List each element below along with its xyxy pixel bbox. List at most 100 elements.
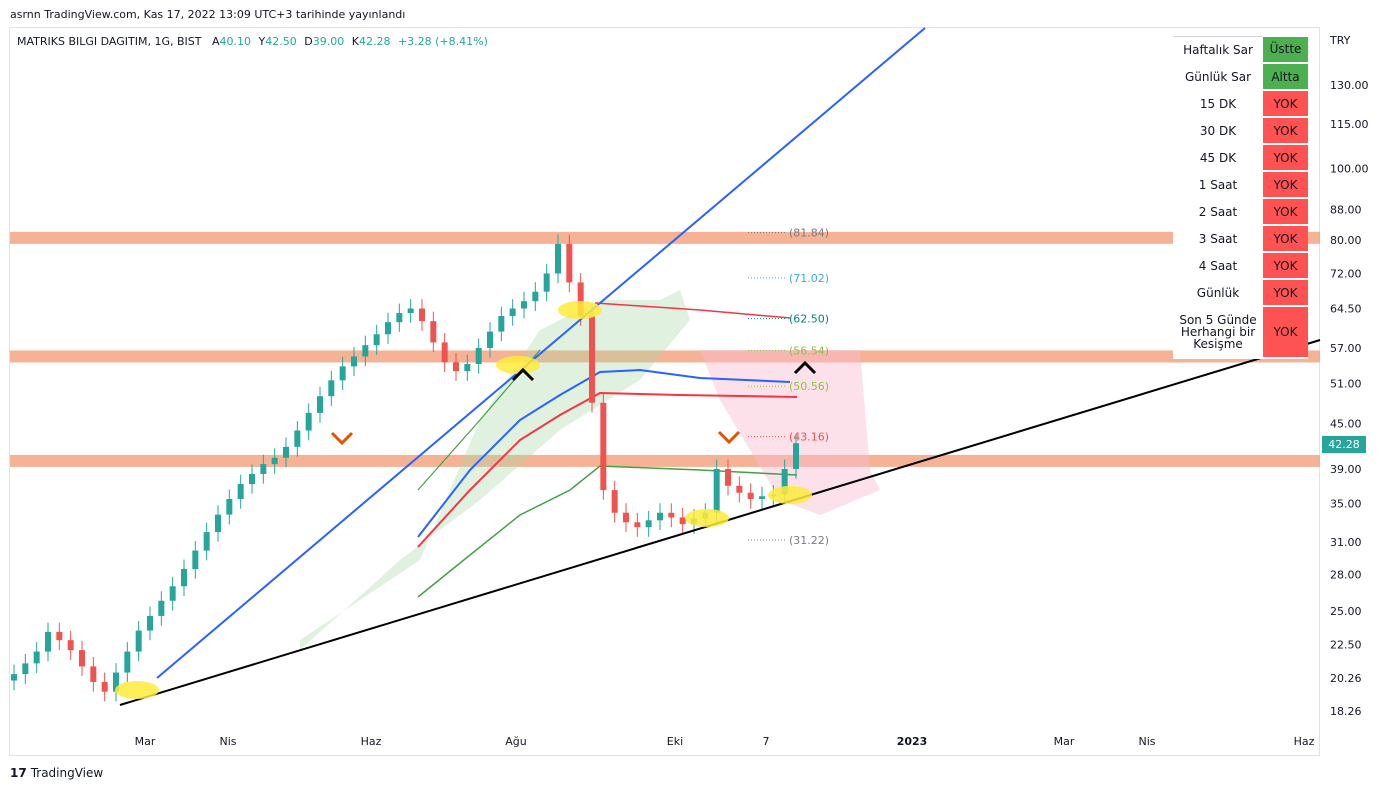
level-label: (31.22) — [789, 534, 829, 547]
symbol-legend: MATRIKS BILGI DAGITIM, 1G, BIST A40.10 Y… — [17, 35, 488, 48]
candle-body — [67, 640, 74, 651]
low-label: D — [304, 35, 313, 48]
candle-body — [385, 322, 391, 335]
candle-body — [555, 243, 561, 274]
x-tick-label: Eki — [667, 735, 683, 748]
high-label: Y — [258, 35, 266, 48]
candle-body — [249, 473, 255, 485]
level-label: (56.54) — [789, 345, 829, 358]
y-tick-label: 31.00 — [1330, 536, 1362, 549]
resistance-zone — [10, 350, 1320, 363]
status-row-value: Altta — [1263, 63, 1308, 91]
x-tick-label: Ağu — [505, 735, 526, 748]
sell-marker-icon — [717, 430, 741, 445]
candle-body — [135, 630, 142, 652]
candle-body — [373, 334, 380, 346]
candle-body — [11, 674, 17, 681]
candle-body — [487, 331, 493, 348]
y-tick-label: 57.00 — [1330, 342, 1362, 355]
resistance-zones — [10, 231, 1320, 467]
level-label: (71.02) — [789, 272, 829, 285]
candle-body — [679, 517, 686, 525]
price-axis: TRY 130.00 115.00 100.00 88.00 80.00 72.00 64.5… — [1329, 34, 1369, 718]
status-row-label: 15 DK — [1173, 89, 1263, 118]
highlight-ellipse — [115, 681, 159, 699]
x-tick-label: Nis — [1138, 735, 1155, 748]
candle-body — [623, 512, 629, 523]
status-row: Haftalık Sar Üstte — [1173, 36, 1308, 64]
y-tick-label: 25.00 — [1330, 605, 1362, 618]
tradingview-logo[interactable]: 17 TradingView — [10, 766, 103, 780]
candle-body — [362, 345, 369, 357]
close-label: K — [351, 35, 359, 48]
symbol-name[interactable]: MATRIKS BILGI DAGITIM, 1G, BIST — [17, 35, 202, 48]
status-row: 45 DK YOK — [1173, 143, 1308, 172]
status-row-label: 45 DK — [1173, 143, 1263, 172]
status-row-value: YOK — [1263, 306, 1308, 359]
candle-body — [441, 342, 448, 363]
candle-body — [725, 468, 731, 486]
candle-body — [101, 681, 108, 692]
buy-marker-icon — [511, 367, 535, 382]
candle-body — [124, 651, 131, 673]
y-tick-label: 18.26 — [1330, 705, 1362, 718]
ema-red-upper — [594, 302, 791, 319]
published-info: asrnn TradingView.com, Kas 17, 2022 13:0… — [10, 8, 406, 21]
candle-body — [566, 243, 573, 283]
status-row-value: YOK — [1263, 225, 1308, 253]
candle-body — [396, 313, 403, 323]
cloud-green — [300, 290, 690, 650]
y-tick-label: 130.00 — [1330, 79, 1369, 92]
low-value: 39.00 — [312, 35, 345, 48]
highlight-ellipse — [768, 486, 812, 504]
candle-body — [634, 522, 641, 528]
status-table: Haftalık Sar Üstte Günlük Sar Altta 15 DK YOK… — [1173, 36, 1308, 359]
x-tick-label: 2023 — [897, 735, 928, 748]
candle-body — [498, 316, 505, 332]
candle-body — [181, 569, 187, 587]
last-price-badge: 42.28 — [1322, 436, 1366, 453]
status-row-value: YOK — [1263, 171, 1308, 199]
status-row-label: 3 Saat — [1173, 224, 1263, 253]
candle-body — [328, 380, 335, 397]
candle-body — [147, 615, 153, 631]
candle-body — [475, 347, 482, 365]
y-tick-label: 22.50 — [1330, 638, 1362, 651]
cloud-red — [700, 350, 880, 515]
status-row: Son 5 Günde Herhangi bir Kesişme YOK — [1173, 305, 1308, 359]
candle-body — [351, 356, 357, 367]
candle-body — [203, 532, 210, 551]
x-tick-label: Haz — [361, 735, 382, 748]
status-row: Günlük Sar Altta — [1173, 62, 1308, 91]
candle-body — [407, 308, 414, 314]
high-value: 42.50 — [265, 35, 297, 48]
resistance-zone — [10, 454, 1320, 467]
level-label: (43.16) — [789, 431, 829, 444]
candle-body — [645, 520, 652, 528]
candle-body — [532, 291, 539, 302]
candle-body — [215, 514, 221, 533]
time-axis: Mar Nis Haz Ağu Eki 7 2023 Mar Nis Haz — [135, 735, 1315, 748]
candle-body — [45, 631, 51, 652]
highlight-ellipse — [496, 356, 540, 374]
candle-body — [781, 468, 788, 495]
y-tick-label: 51.00 — [1330, 377, 1362, 390]
status-row-value: YOK — [1263, 90, 1308, 118]
status-row-label: 30 DK — [1173, 116, 1263, 145]
highlight-ellipse — [685, 509, 729, 527]
tradingview-mark-icon: 17 — [10, 766, 27, 780]
candle-body — [453, 362, 459, 372]
status-row: 3 Saat YOK — [1173, 224, 1308, 253]
currency-label: TRY — [1329, 34, 1351, 47]
candle-body — [237, 484, 244, 499]
trend-line-blue — [156, 27, 926, 679]
chart-frame[interactable] — [9, 27, 1320, 756]
candle-body — [713, 468, 720, 513]
candle-body — [668, 512, 675, 518]
status-row-value: YOK — [1263, 279, 1308, 307]
status-row-value: YOK — [1263, 144, 1308, 172]
candle-body — [736, 485, 743, 493]
status-row-label: 2 Saat — [1173, 197, 1263, 226]
candle-body — [22, 663, 29, 675]
